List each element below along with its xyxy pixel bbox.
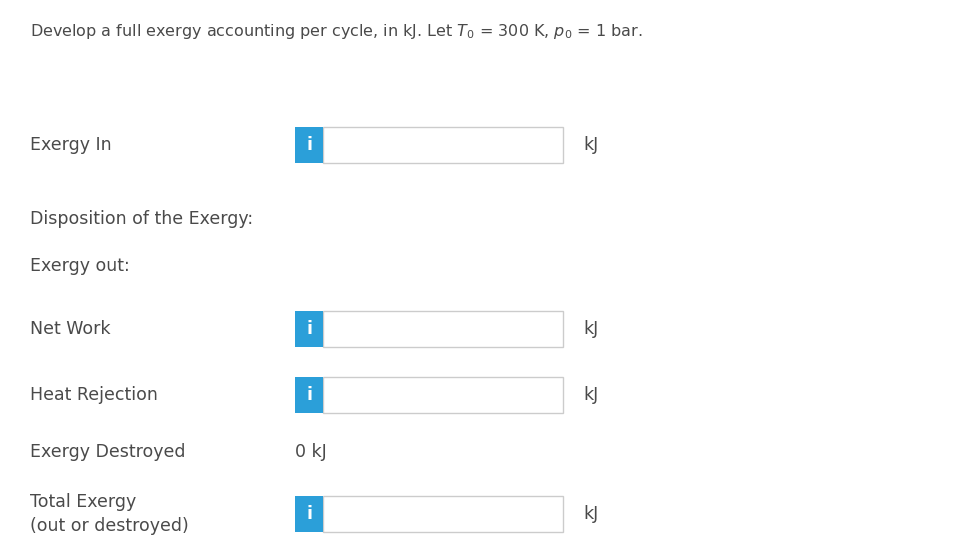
Text: Total Exergy
(out or destroyed): Total Exergy (out or destroyed) <box>30 493 189 535</box>
FancyBboxPatch shape <box>323 376 563 413</box>
Text: Heat Rejection: Heat Rejection <box>30 386 158 403</box>
FancyBboxPatch shape <box>323 311 563 347</box>
FancyBboxPatch shape <box>295 496 323 532</box>
Text: Exergy In: Exergy In <box>30 136 111 154</box>
Text: Net Work: Net Work <box>30 320 110 338</box>
Text: i: i <box>306 320 312 338</box>
Text: i: i <box>306 505 312 523</box>
Text: Exergy Destroyed: Exergy Destroyed <box>30 443 185 461</box>
Text: kJ: kJ <box>583 505 598 523</box>
Text: Exergy out:: Exergy out: <box>30 257 129 275</box>
Text: kJ: kJ <box>583 386 598 403</box>
Text: 0 kJ: 0 kJ <box>295 443 327 461</box>
Text: kJ: kJ <box>583 320 598 338</box>
FancyBboxPatch shape <box>323 496 563 532</box>
FancyBboxPatch shape <box>295 311 323 347</box>
Text: Develop a full exergy accounting per cycle, in kJ. Let $T_0$ = 300 K, $p_0$ = 1 : Develop a full exergy accounting per cyc… <box>30 22 643 41</box>
FancyBboxPatch shape <box>295 127 323 163</box>
Text: kJ: kJ <box>583 136 598 154</box>
Text: i: i <box>306 136 312 154</box>
Text: Disposition of the Exergy:: Disposition of the Exergy: <box>30 210 253 228</box>
FancyBboxPatch shape <box>323 127 563 163</box>
FancyBboxPatch shape <box>295 376 323 413</box>
Text: i: i <box>306 386 312 403</box>
